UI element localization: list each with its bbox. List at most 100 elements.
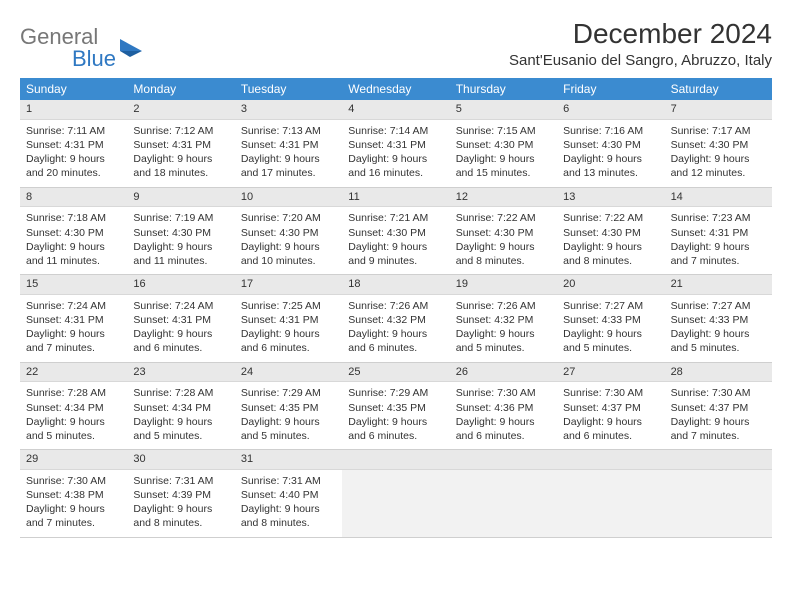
day-cell: 23Sunrise: 7:28 AMSunset: 4:34 PMDayligh… bbox=[127, 363, 234, 450]
empty-cell bbox=[342, 450, 449, 537]
day-details: Sunrise: 7:26 AMSunset: 4:32 PMDaylight:… bbox=[450, 295, 557, 362]
day-number bbox=[557, 450, 664, 470]
sunset-text: Sunset: 4:31 PM bbox=[26, 138, 121, 152]
day2-text: and 8 minutes. bbox=[133, 516, 228, 530]
sunrise-text: Sunrise: 7:27 AM bbox=[671, 299, 766, 313]
day-number: 2 bbox=[127, 100, 234, 120]
day-number bbox=[665, 450, 772, 470]
day-header-row: Sunday Monday Tuesday Wednesday Thursday… bbox=[20, 78, 772, 100]
sunrise-text: Sunrise: 7:21 AM bbox=[348, 211, 443, 225]
day-cell: 5Sunrise: 7:15 AMSunset: 4:30 PMDaylight… bbox=[450, 100, 557, 187]
day-cell: 9Sunrise: 7:19 AMSunset: 4:30 PMDaylight… bbox=[127, 188, 234, 275]
day-number: 29 bbox=[20, 450, 127, 470]
sunset-text: Sunset: 4:32 PM bbox=[456, 313, 551, 327]
day2-text: and 9 minutes. bbox=[348, 254, 443, 268]
day-header: Thursday bbox=[450, 78, 557, 100]
day-cell: 30Sunrise: 7:31 AMSunset: 4:39 PMDayligh… bbox=[127, 450, 234, 537]
day1-text: Daylight: 9 hours bbox=[348, 240, 443, 254]
sunset-text: Sunset: 4:30 PM bbox=[456, 138, 551, 152]
day-details: Sunrise: 7:11 AMSunset: 4:31 PMDaylight:… bbox=[20, 120, 127, 187]
day2-text: and 5 minutes. bbox=[563, 341, 658, 355]
empty-cell bbox=[665, 450, 772, 537]
day1-text: Daylight: 9 hours bbox=[671, 415, 766, 429]
day-details: Sunrise: 7:29 AMSunset: 4:35 PMDaylight:… bbox=[342, 382, 449, 449]
sunset-text: Sunset: 4:31 PM bbox=[671, 226, 766, 240]
sunset-text: Sunset: 4:34 PM bbox=[133, 401, 228, 415]
day-cell: 27Sunrise: 7:30 AMSunset: 4:37 PMDayligh… bbox=[557, 363, 664, 450]
day2-text: and 5 minutes. bbox=[241, 429, 336, 443]
sunrise-text: Sunrise: 7:15 AM bbox=[456, 124, 551, 138]
day2-text: and 6 minutes. bbox=[348, 341, 443, 355]
day-number: 31 bbox=[235, 450, 342, 470]
day2-text: and 8 minutes. bbox=[456, 254, 551, 268]
day-number: 8 bbox=[20, 188, 127, 208]
week-row: 1Sunrise: 7:11 AMSunset: 4:31 PMDaylight… bbox=[20, 100, 772, 188]
day2-text: and 5 minutes. bbox=[133, 429, 228, 443]
weeks-container: 1Sunrise: 7:11 AMSunset: 4:31 PMDaylight… bbox=[20, 100, 772, 538]
day-details: Sunrise: 7:30 AMSunset: 4:38 PMDaylight:… bbox=[20, 470, 127, 537]
day2-text: and 11 minutes. bbox=[133, 254, 228, 268]
sunset-text: Sunset: 4:31 PM bbox=[133, 313, 228, 327]
day-cell: 24Sunrise: 7:29 AMSunset: 4:35 PMDayligh… bbox=[235, 363, 342, 450]
day2-text: and 6 minutes. bbox=[133, 341, 228, 355]
day2-text: and 6 minutes. bbox=[241, 341, 336, 355]
day1-text: Daylight: 9 hours bbox=[241, 240, 336, 254]
sunset-text: Sunset: 4:31 PM bbox=[241, 313, 336, 327]
sunrise-text: Sunrise: 7:24 AM bbox=[133, 299, 228, 313]
day-number: 28 bbox=[665, 363, 772, 383]
logo-word-2: Blue bbox=[72, 46, 116, 71]
day-details: Sunrise: 7:22 AMSunset: 4:30 PMDaylight:… bbox=[557, 207, 664, 274]
sunset-text: Sunset: 4:36 PM bbox=[456, 401, 551, 415]
calendar: Sunday Monday Tuesday Wednesday Thursday… bbox=[20, 78, 772, 538]
sunset-text: Sunset: 4:30 PM bbox=[456, 226, 551, 240]
day-cell: 1Sunrise: 7:11 AMSunset: 4:31 PMDaylight… bbox=[20, 100, 127, 187]
day2-text: and 17 minutes. bbox=[241, 166, 336, 180]
sunset-text: Sunset: 4:32 PM bbox=[348, 313, 443, 327]
day2-text: and 5 minutes. bbox=[671, 341, 766, 355]
sunrise-text: Sunrise: 7:30 AM bbox=[456, 386, 551, 400]
day-number: 6 bbox=[557, 100, 664, 120]
sunset-text: Sunset: 4:33 PM bbox=[671, 313, 766, 327]
sunrise-text: Sunrise: 7:19 AM bbox=[133, 211, 228, 225]
day-number: 13 bbox=[557, 188, 664, 208]
day-number: 10 bbox=[235, 188, 342, 208]
month-title: December 2024 bbox=[509, 18, 772, 50]
day1-text: Daylight: 9 hours bbox=[26, 502, 121, 516]
day-details: Sunrise: 7:31 AMSunset: 4:40 PMDaylight:… bbox=[235, 470, 342, 537]
sunrise-text: Sunrise: 7:30 AM bbox=[563, 386, 658, 400]
sunset-text: Sunset: 4:30 PM bbox=[26, 226, 121, 240]
day-header: Wednesday bbox=[342, 78, 449, 100]
sunrise-text: Sunrise: 7:26 AM bbox=[456, 299, 551, 313]
day-cell: 26Sunrise: 7:30 AMSunset: 4:36 PMDayligh… bbox=[450, 363, 557, 450]
day-header: Sunday bbox=[20, 78, 127, 100]
day-details: Sunrise: 7:15 AMSunset: 4:30 PMDaylight:… bbox=[450, 120, 557, 187]
day-number: 11 bbox=[342, 188, 449, 208]
day-details: Sunrise: 7:26 AMSunset: 4:32 PMDaylight:… bbox=[342, 295, 449, 362]
sunrise-text: Sunrise: 7:29 AM bbox=[348, 386, 443, 400]
sunset-text: Sunset: 4:31 PM bbox=[348, 138, 443, 152]
day2-text: and 7 minutes. bbox=[26, 341, 121, 355]
sunset-text: Sunset: 4:37 PM bbox=[563, 401, 658, 415]
sunrise-text: Sunrise: 7:26 AM bbox=[348, 299, 443, 313]
day-cell: 29Sunrise: 7:30 AMSunset: 4:38 PMDayligh… bbox=[20, 450, 127, 537]
day1-text: Daylight: 9 hours bbox=[348, 415, 443, 429]
sunrise-text: Sunrise: 7:31 AM bbox=[133, 474, 228, 488]
sunrise-text: Sunrise: 7:12 AM bbox=[133, 124, 228, 138]
day1-text: Daylight: 9 hours bbox=[133, 502, 228, 516]
day-cell: 6Sunrise: 7:16 AMSunset: 4:30 PMDaylight… bbox=[557, 100, 664, 187]
sunset-text: Sunset: 4:30 PM bbox=[671, 138, 766, 152]
sunset-text: Sunset: 4:30 PM bbox=[563, 138, 658, 152]
sunrise-text: Sunrise: 7:18 AM bbox=[26, 211, 121, 225]
day2-text: and 8 minutes. bbox=[241, 516, 336, 530]
sunrise-text: Sunrise: 7:28 AM bbox=[133, 386, 228, 400]
day2-text: and 20 minutes. bbox=[26, 166, 121, 180]
day-details: Sunrise: 7:17 AMSunset: 4:30 PMDaylight:… bbox=[665, 120, 772, 187]
day1-text: Daylight: 9 hours bbox=[456, 415, 551, 429]
day1-text: Daylight: 9 hours bbox=[563, 152, 658, 166]
day1-text: Daylight: 9 hours bbox=[241, 152, 336, 166]
day2-text: and 7 minutes. bbox=[26, 516, 121, 530]
day2-text: and 12 minutes. bbox=[671, 166, 766, 180]
day-number: 25 bbox=[342, 363, 449, 383]
day-number: 1 bbox=[20, 100, 127, 120]
day2-text: and 5 minutes. bbox=[26, 429, 121, 443]
